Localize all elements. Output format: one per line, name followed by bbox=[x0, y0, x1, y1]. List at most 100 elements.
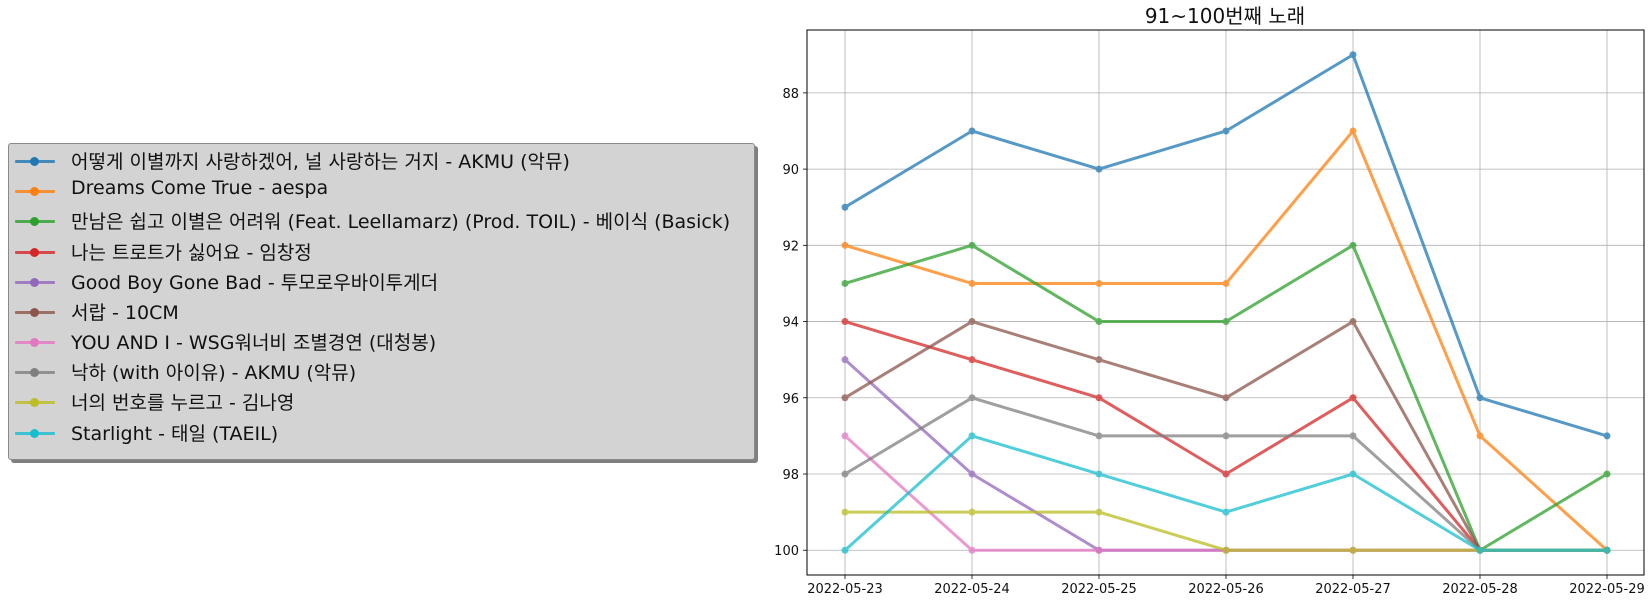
data-point bbox=[1349, 241, 1357, 249]
legend-label: Starlight - 태일 (TAEIL) bbox=[71, 423, 279, 445]
legend-marker bbox=[30, 248, 39, 257]
data-point bbox=[841, 318, 849, 326]
data-point bbox=[968, 546, 976, 554]
legend-item: 어떻게 이별까지 사랑하겠어, 널 사랑하는 거지 - AKMU (악뮤) bbox=[9, 146, 754, 176]
y-tick-label: 88 bbox=[782, 87, 799, 102]
data-point bbox=[841, 279, 849, 287]
legend-item: YOU AND I - WSG워너비 조별경연 (대청봉) bbox=[9, 327, 754, 357]
data-point bbox=[1222, 318, 1230, 326]
legend-marker bbox=[30, 429, 39, 438]
chart-title: 91~100번째 노래 bbox=[1145, 4, 1305, 28]
legend-label: 만남은 쉽고 이별은 어려워 (Feat. Leellamarz) (Prod.… bbox=[71, 211, 731, 233]
data-point bbox=[1349, 51, 1357, 59]
legend-label: 어떻게 이별까지 사랑하겠어, 널 사랑하는 거지 - AKMU (악뮤) bbox=[71, 151, 570, 173]
data-point bbox=[1222, 470, 1230, 478]
data-point bbox=[841, 508, 849, 516]
legend-item: 나는 트로트가 싫어요 - 임창정 bbox=[9, 237, 754, 267]
legend-label: 서랍 - 10CM bbox=[71, 302, 179, 324]
data-point bbox=[1349, 432, 1357, 440]
data-point bbox=[1095, 165, 1103, 173]
legend-marker bbox=[30, 217, 39, 226]
data-point bbox=[1095, 279, 1103, 287]
data-point bbox=[968, 470, 976, 478]
y-tick-label: 96 bbox=[782, 392, 799, 407]
data-point bbox=[1222, 394, 1230, 402]
data-point bbox=[841, 203, 849, 211]
legend-label: 나는 트로트가 싫어요 - 임창정 bbox=[71, 242, 312, 264]
data-point bbox=[1476, 394, 1484, 402]
data-point bbox=[841, 394, 849, 402]
data-point bbox=[841, 470, 849, 478]
data-point bbox=[1222, 546, 1230, 554]
legend-marker bbox=[30, 368, 39, 377]
data-point bbox=[968, 432, 976, 440]
data-point bbox=[1349, 546, 1357, 554]
data-point bbox=[1222, 432, 1230, 440]
y-tick-label: 90 bbox=[782, 163, 799, 178]
data-point bbox=[1095, 546, 1103, 554]
plot-area-frame bbox=[806, 29, 1645, 576]
legend-item: Starlight - 태일 (TAEIL) bbox=[9, 418, 754, 448]
y-tick-label: 94 bbox=[782, 316, 799, 331]
data-point bbox=[968, 318, 976, 326]
data-point bbox=[968, 241, 976, 249]
data-point bbox=[968, 356, 976, 364]
legend-label: Dreams Come True - aespa bbox=[71, 177, 329, 199]
data-point bbox=[1095, 356, 1103, 364]
legend-item: 낙하 (with 아이유) - AKMU (악뮤) bbox=[9, 357, 754, 387]
x-tick-label: 2022-05-27 bbox=[1315, 582, 1391, 597]
data-point bbox=[968, 394, 976, 402]
data-point bbox=[1095, 318, 1103, 326]
data-point bbox=[1222, 127, 1230, 135]
legend-item: Good Boy Gone Bad - 투모로우바이투게더 bbox=[9, 267, 754, 297]
data-point bbox=[1349, 394, 1357, 402]
legend-item: 너의 번호를 누르고 - 김나영 bbox=[9, 387, 754, 417]
legend-item: 서랍 - 10CM bbox=[9, 297, 754, 327]
x-tick-label: 2022-05-28 bbox=[1442, 582, 1518, 597]
legend-label: 낙하 (with 아이유) - AKMU (악뮤) bbox=[71, 362, 357, 384]
x-tick-label: 2022-05-25 bbox=[1061, 582, 1137, 597]
series-lines bbox=[841, 51, 1611, 554]
grid bbox=[807, 30, 1644, 575]
data-point bbox=[841, 432, 849, 440]
data-point bbox=[968, 127, 976, 135]
data-point bbox=[968, 279, 976, 287]
legend-label: Good Boy Gone Bad - 투모로우바이투게더 bbox=[71, 272, 439, 294]
x-tick-label: 2022-05-29 bbox=[1569, 582, 1645, 597]
legend-marker bbox=[30, 278, 39, 287]
legend-marker bbox=[30, 187, 39, 196]
legend-marker bbox=[30, 338, 39, 347]
data-point bbox=[1476, 432, 1484, 440]
legend-marker bbox=[30, 308, 39, 317]
data-point bbox=[1095, 432, 1103, 440]
data-point bbox=[1222, 279, 1230, 287]
legend-label: 너의 번호를 누르고 - 김나영 bbox=[71, 392, 295, 414]
x-tick-label: 2022-05-23 bbox=[807, 582, 883, 597]
x-tick-label: 2022-05-24 bbox=[934, 582, 1010, 597]
data-point bbox=[1349, 470, 1357, 478]
series-10 bbox=[841, 432, 1611, 554]
data-point bbox=[841, 546, 849, 554]
data-point bbox=[1476, 546, 1484, 554]
y-tick-label: 100 bbox=[774, 544, 799, 559]
legend: 어떻게 이별까지 사랑하겠어, 널 사랑하는 거지 - AKMU (악뮤) Dre… bbox=[8, 143, 755, 460]
data-point bbox=[1095, 394, 1103, 402]
data-point bbox=[1349, 127, 1357, 135]
data-point bbox=[968, 508, 976, 516]
data-point bbox=[841, 241, 849, 249]
data-point bbox=[1095, 470, 1103, 478]
y-tick-label: 98 bbox=[782, 468, 799, 483]
data-point bbox=[1603, 546, 1611, 554]
legend-marker bbox=[30, 157, 39, 166]
data-point bbox=[1222, 508, 1230, 516]
series-1 bbox=[841, 51, 1611, 440]
legend-label: YOU AND I - WSG워너비 조별경연 (대청봉) bbox=[71, 332, 437, 354]
axis-ticks: 2022-05-23 2022-05-24 2022-05-25 2022-05-26… bbox=[774, 87, 1645, 597]
legend-item: Dreams Come True - aespa bbox=[9, 176, 754, 206]
legend-marker bbox=[30, 398, 39, 407]
legend-item: 만남은 쉽고 이별은 어려워 (Feat. Leellamarz) (Prod.… bbox=[9, 206, 754, 236]
x-tick-label: 2022-05-26 bbox=[1188, 582, 1264, 597]
data-point bbox=[841, 356, 849, 364]
data-point bbox=[1603, 470, 1611, 478]
